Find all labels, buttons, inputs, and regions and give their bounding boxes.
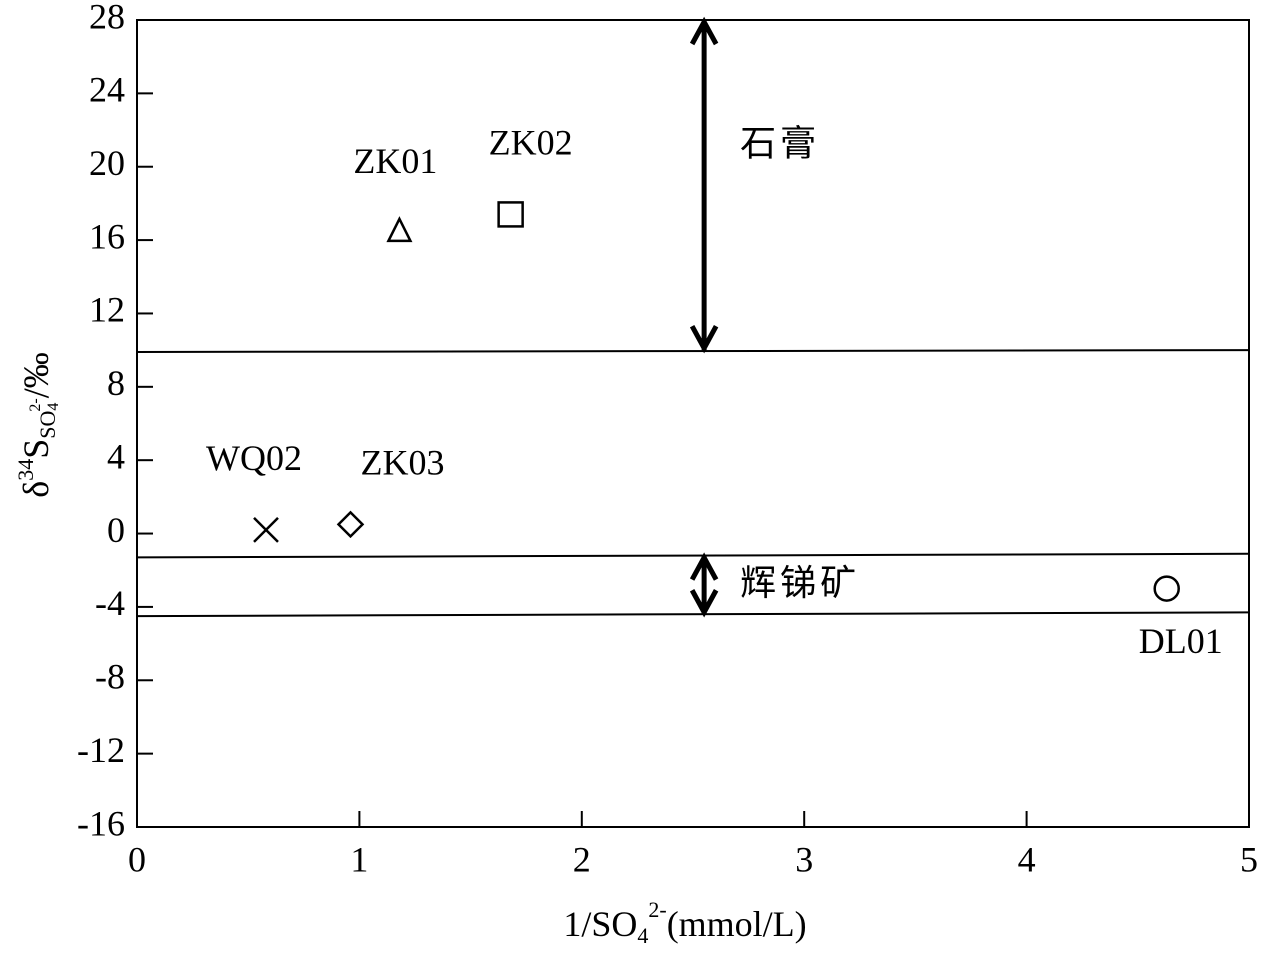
point xyxy=(253,516,279,543)
y-tick-label: 8 xyxy=(107,363,125,403)
point-label: WQ02 xyxy=(206,438,302,478)
point-label: DL01 xyxy=(1139,621,1223,661)
reference-line xyxy=(136,349,1250,353)
point-label: ZK01 xyxy=(353,141,437,181)
reference-line xyxy=(136,552,1250,559)
range-label: 石膏 xyxy=(740,123,820,164)
y-axis-label: δ34SSO42-/‰ xyxy=(13,352,62,497)
y-tick-label: 28 xyxy=(89,0,125,36)
range-arrow xyxy=(689,16,719,354)
y-label-subsub: 4 xyxy=(45,403,62,411)
plot-frame xyxy=(136,19,1250,828)
y-tick-label: -8 xyxy=(95,657,125,697)
y-label-sup: 34 xyxy=(13,459,38,481)
x-label-sup: 2- xyxy=(648,897,666,922)
x-tick-label: 3 xyxy=(795,839,813,879)
x-label-sub: 4 xyxy=(637,923,648,948)
y-tick-label: -4 xyxy=(95,583,125,623)
y-label-unit: /‰ xyxy=(16,352,56,398)
y-tick-label: 20 xyxy=(89,143,125,183)
point-label: ZK02 xyxy=(489,123,573,163)
range-arrow xyxy=(689,552,719,618)
point xyxy=(336,510,365,539)
y-label-main: S xyxy=(16,439,56,459)
y-tick-label: 16 xyxy=(89,216,125,256)
x-tick-label: 0 xyxy=(128,839,146,879)
y-label-delta: δ xyxy=(16,481,56,498)
x-label-main: 1/SO xyxy=(563,904,637,944)
y-tick-label: 24 xyxy=(89,70,125,110)
x-tick-label: 5 xyxy=(1240,839,1258,879)
y-tick-label: 4 xyxy=(107,436,125,476)
x-tick-label: 4 xyxy=(1018,839,1036,879)
point xyxy=(386,216,413,243)
y-tick-label: 12 xyxy=(89,290,125,330)
y-tick-label: 0 xyxy=(107,510,125,550)
y-label-subsup: 2- xyxy=(27,398,44,411)
x-axis-label: 1/SO42-(mmol/L) xyxy=(563,897,806,948)
x-label-unit: (mmol/L) xyxy=(667,904,807,944)
y-tick-label: -12 xyxy=(77,730,125,770)
reference-line xyxy=(136,611,1250,618)
point-label: ZK03 xyxy=(361,443,445,483)
y-tick-label: -16 xyxy=(77,803,125,843)
point xyxy=(497,201,524,228)
x-tick-label: 1 xyxy=(350,839,368,879)
y-label-sub: SO xyxy=(35,411,60,439)
range-label: 辉锑矿 xyxy=(740,563,860,604)
x-tick-label: 2 xyxy=(573,839,591,879)
point xyxy=(1153,575,1180,602)
